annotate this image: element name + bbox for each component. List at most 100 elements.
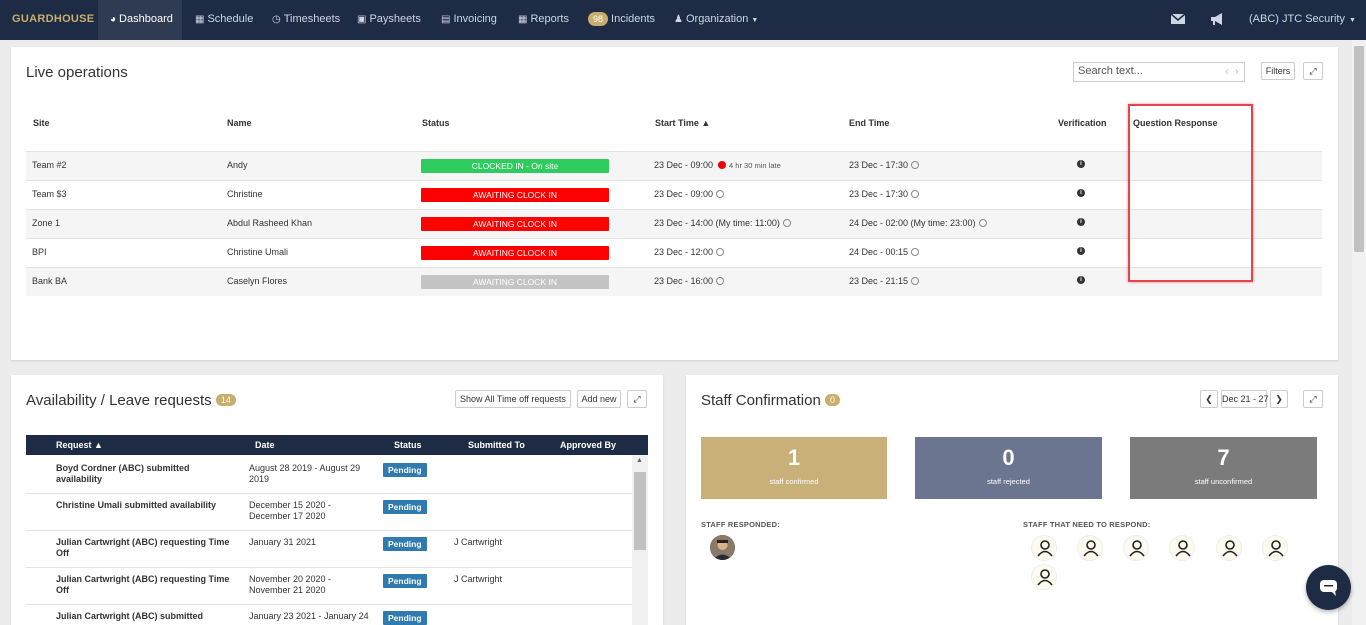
nav-invoicing-label: Invoicing bbox=[453, 13, 497, 25]
filters-button[interactable]: Filters bbox=[1261, 62, 1295, 80]
add-new-button[interactable]: Add new bbox=[577, 390, 621, 408]
col-name[interactable]: Name bbox=[227, 118, 252, 128]
top-navbar: GUARDHOUSE ◕ Dashboard ▦ Schedule ◷ Timeshe… bbox=[0, 0, 1366, 40]
brand-logo[interactable]: GUARDHOUSE bbox=[12, 13, 95, 25]
late-dot-icon bbox=[718, 161, 727, 169]
circle-icon[interactable] bbox=[911, 161, 920, 169]
expand-icon[interactable]: ⤢ bbox=[627, 390, 647, 408]
site-cell: Zone 1 bbox=[32, 218, 61, 228]
show-all-time-off-button[interactable]: Show All Time off requests bbox=[455, 390, 571, 408]
avatar[interactable] bbox=[1262, 535, 1288, 561]
nav-incidents[interactable]: 98 Incidents bbox=[588, 0, 655, 40]
avatar[interactable] bbox=[1169, 535, 1195, 561]
availability-count-badge: 14 bbox=[215, 394, 236, 406]
date-range-display[interactable]: Dec 21 - 27 bbox=[1221, 390, 1269, 408]
next-week-button[interactable]: ❯ bbox=[1270, 390, 1288, 408]
chat-launcher-button[interactable] bbox=[1306, 565, 1351, 610]
avatar[interactable] bbox=[1123, 535, 1149, 561]
table-row[interactable]: Julian Cartwright (ABC) requesting Time … bbox=[26, 568, 632, 605]
table-row[interactable]: Christine Umali submitted availability D… bbox=[26, 494, 632, 531]
avatar[interactable] bbox=[1031, 535, 1057, 561]
date-cell: December 15 2020 - December 17 2020 bbox=[249, 500, 332, 521]
col-end-time[interactable]: End Time bbox=[849, 118, 890, 128]
col-question-response[interactable]: Question Response bbox=[1133, 118, 1218, 128]
circle-icon[interactable] bbox=[911, 277, 920, 285]
page-scrollbar-thumb[interactable] bbox=[1354, 46, 1364, 252]
col-date[interactable]: Date bbox=[255, 440, 275, 450]
status-badge: AWAITING CLOCK IN bbox=[421, 217, 609, 231]
circle-icon[interactable] bbox=[978, 219, 987, 227]
circle-icon[interactable] bbox=[716, 248, 725, 256]
nav-dashboard[interactable]: ◕ Dashboard bbox=[98, 0, 182, 40]
avatar[interactable] bbox=[710, 535, 735, 560]
request-cell: Julian Cartwright (ABC) requesting Time … bbox=[56, 574, 230, 595]
user-icon bbox=[1037, 540, 1053, 557]
chevron-right-icon[interactable]: › bbox=[1235, 66, 1239, 78]
nav-reports[interactable]: ▦ Reports bbox=[518, 0, 569, 40]
info-icon[interactable]: i bbox=[1077, 189, 1085, 197]
start-time-cell: 23 Dec - 14:00 (My time: 11:00) bbox=[654, 218, 780, 228]
start-time-cell: 23 Dec - 12:00 bbox=[654, 247, 714, 257]
date-cell: January 31 2021 bbox=[249, 537, 317, 547]
live-search-input[interactable]: Search text... ‹ › bbox=[1073, 62, 1245, 82]
table-row[interactable]: BPI Christine Umali AWAITING CLOCK IN 23… bbox=[26, 238, 1322, 267]
expand-icon[interactable]: ⤢ bbox=[1303, 62, 1323, 80]
info-icon[interactable]: i bbox=[1077, 160, 1085, 168]
staff-unconfirmed-card[interactable]: 7 staff unconfirmed bbox=[1130, 437, 1317, 499]
col-request[interactable]: Request ▲ bbox=[56, 440, 103, 450]
info-icon[interactable]: i bbox=[1077, 247, 1085, 255]
table-row[interactable]: Boyd Cordner (ABC) submitted availabilit… bbox=[26, 457, 632, 494]
col-approved-by[interactable]: Approved By bbox=[560, 440, 617, 450]
start-time-cell: 23 Dec - 09:00 bbox=[654, 160, 714, 170]
nav-paysheets[interactable]: ▣ Paysheets bbox=[357, 0, 421, 40]
mail-icon[interactable] bbox=[1170, 12, 1186, 26]
table-row[interactable]: Team $3 Christine AWAITING CLOCK IN 23 D… bbox=[26, 180, 1322, 209]
megaphone-icon[interactable] bbox=[1209, 12, 1225, 26]
staff-confirmed-label: staff confirmed bbox=[769, 477, 819, 486]
table-row[interactable]: Zone 1 Abdul Rasheed Khan AWAITING CLOCK… bbox=[26, 209, 1322, 238]
col-status[interactable]: Status bbox=[394, 440, 422, 450]
circle-icon[interactable] bbox=[782, 219, 791, 227]
avatar[interactable] bbox=[1077, 535, 1103, 561]
scroll-up-icon[interactable]: ▲ bbox=[636, 457, 643, 464]
info-icon[interactable]: i bbox=[1077, 276, 1085, 284]
submitted-to-cell: J Cartwright bbox=[454, 574, 503, 584]
availability-scrollbar-thumb[interactable] bbox=[634, 472, 646, 550]
table-row[interactable]: Julian Cartwright (ABC) requesting Time … bbox=[26, 531, 632, 568]
chevron-left-icon[interactable]: ‹ bbox=[1225, 66, 1229, 78]
avatar[interactable] bbox=[1216, 535, 1242, 561]
info-icon[interactable]: i bbox=[1077, 218, 1085, 226]
table-row[interactable]: Team #2 Andy CLOCKED IN - On site 23 Dec… bbox=[26, 151, 1322, 180]
start-time-cell: 23 Dec - 16:00 bbox=[654, 276, 714, 286]
col-status[interactable]: Status bbox=[422, 118, 450, 128]
col-submitted-to[interactable]: Submitted To bbox=[468, 440, 525, 450]
avatar[interactable] bbox=[1031, 564, 1057, 590]
nav-invoicing[interactable]: ▤ Invoicing bbox=[441, 0, 497, 40]
account-menu[interactable]: (ABC) JTC Security ▼ bbox=[1249, 0, 1356, 40]
account-caret-icon: ▼ bbox=[1348, 17, 1356, 24]
availability-title: Availability / Leave requests bbox=[26, 392, 212, 409]
user-icon bbox=[1175, 540, 1191, 557]
col-start-time[interactable]: Start Time ▲ bbox=[655, 118, 711, 128]
staff-rejected-card[interactable]: 0 staff rejected bbox=[915, 437, 1102, 499]
request-cell: Julian Cartwright (ABC) submitted bbox=[56, 611, 204, 621]
col-site[interactable]: Site bbox=[33, 118, 50, 128]
nav-timesheets[interactable]: ◷ Timesheets bbox=[272, 0, 340, 40]
staff-confirmed-card[interactable]: 1 staff confirmed bbox=[701, 437, 887, 499]
circle-icon[interactable] bbox=[911, 190, 920, 198]
table-row[interactable]: Julian Cartwright (ABC) submitted Januar… bbox=[26, 605, 632, 625]
circle-icon[interactable] bbox=[716, 190, 725, 198]
col-verification[interactable]: Verification bbox=[1058, 118, 1107, 128]
nav-schedule[interactable]: ▦ Schedule bbox=[195, 0, 253, 40]
nav-organization[interactable]: ♟ Organization ▼ bbox=[674, 0, 758, 40]
circle-icon[interactable] bbox=[716, 277, 725, 285]
prev-week-button[interactable]: ❮ bbox=[1200, 390, 1218, 408]
end-time-cell: 24 Dec - 00:15 bbox=[849, 247, 909, 257]
invoice-icon: ▤ bbox=[441, 14, 451, 25]
expand-icon[interactable]: ⤢ bbox=[1303, 390, 1323, 408]
status-badge: Pending bbox=[383, 611, 427, 625]
late-text: 4 hr 30 min late bbox=[729, 161, 781, 170]
table-row[interactable]: Bank BA Caselyn Flores AWAITING CLOCK IN… bbox=[26, 267, 1322, 296]
circle-icon[interactable] bbox=[911, 248, 920, 256]
nav-incidents-label: Incidents bbox=[611, 13, 656, 25]
